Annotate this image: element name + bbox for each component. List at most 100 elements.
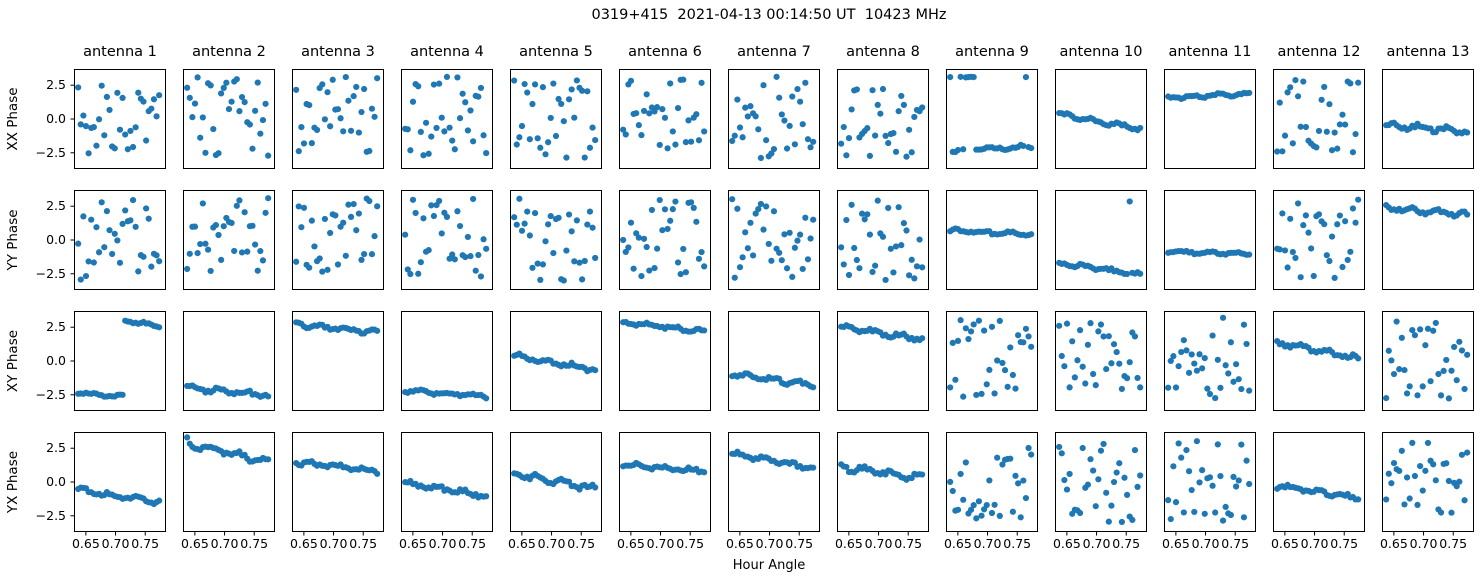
data-point	[957, 317, 964, 324]
data-point	[1212, 509, 1219, 516]
data-point	[659, 106, 666, 113]
data-point	[1217, 473, 1224, 480]
data-point	[80, 213, 87, 220]
data-point	[358, 256, 365, 263]
data-point	[415, 83, 422, 90]
data-point	[483, 150, 490, 157]
data-point	[1131, 333, 1139, 340]
data-point	[156, 497, 163, 504]
data-point	[361, 251, 368, 258]
data-point	[996, 512, 1003, 519]
data-point	[153, 252, 160, 259]
axes-frame	[1055, 432, 1147, 532]
data-point	[778, 111, 785, 118]
data-point	[682, 269, 689, 276]
data-point	[742, 104, 749, 111]
data-point	[874, 197, 881, 204]
data-point	[212, 221, 219, 229]
data-point	[1219, 314, 1227, 321]
data-point	[1388, 480, 1395, 487]
data-point	[949, 339, 956, 347]
y-tick-label: −2.5	[35, 386, 66, 402]
data-point	[791, 244, 798, 251]
data-point	[1124, 270, 1131, 278]
data-point	[459, 90, 466, 97]
data-point	[802, 79, 809, 86]
data-point	[1217, 384, 1224, 391]
data-point	[103, 208, 110, 215]
data-point	[518, 227, 526, 234]
data-point	[135, 268, 142, 275]
data-point	[1097, 321, 1105, 328]
data-point	[840, 261, 847, 268]
column-title-antenna-11: antenna 11	[1168, 44, 1252, 60]
data-point	[1204, 385, 1211, 392]
x-tick-label: 0.70	[646, 536, 675, 551]
data-point	[319, 268, 326, 275]
data-point	[1300, 222, 1307, 229]
data-point	[1058, 352, 1065, 360]
data-point	[1427, 378, 1434, 385]
data-point	[799, 265, 806, 273]
data-point	[954, 506, 962, 513]
data-point	[454, 208, 461, 215]
data-point	[1170, 353, 1177, 360]
data-point	[911, 275, 918, 282]
data-point	[1287, 215, 1294, 222]
data-point	[1025, 444, 1032, 452]
axes-frame	[837, 432, 929, 532]
data-point	[797, 98, 804, 105]
data-point	[1240, 321, 1248, 328]
data-point	[218, 90, 225, 97]
data-point	[916, 236, 923, 243]
data-point	[1087, 456, 1094, 463]
data-point	[1191, 508, 1198, 516]
data-point	[334, 261, 342, 268]
data-point	[417, 128, 424, 135]
data-point	[781, 231, 788, 238]
data-point	[638, 132, 645, 139]
data-point	[148, 105, 155, 112]
data-point	[646, 267, 653, 274]
data-point	[1214, 356, 1221, 363]
data-point	[1116, 360, 1123, 367]
data-point	[1056, 443, 1063, 451]
data-point	[194, 250, 201, 257]
axes-frame	[183, 69, 275, 169]
data-point	[1087, 320, 1094, 327]
data-point	[1458, 451, 1466, 458]
data-point	[757, 200, 764, 208]
data-point	[584, 221, 591, 228]
row-label-yy-phase: YY Phase	[5, 209, 21, 271]
data-point	[1240, 514, 1248, 521]
data-point	[749, 252, 757, 259]
data-point	[1396, 467, 1403, 475]
data-point	[1409, 439, 1416, 446]
data-point	[970, 502, 977, 509]
data-point	[1009, 508, 1016, 515]
data-point	[1227, 339, 1234, 346]
data-point	[669, 128, 676, 135]
data-point	[257, 247, 264, 255]
data-point	[332, 212, 339, 219]
data-point	[451, 146, 458, 153]
data-point	[879, 233, 887, 240]
data-point	[568, 86, 575, 93]
data-point	[874, 101, 881, 109]
data-point	[986, 477, 993, 484]
data-point	[236, 108, 243, 115]
data-point	[1297, 274, 1304, 281]
data-point	[1116, 460, 1123, 467]
data-point	[295, 203, 302, 210]
data-point	[1118, 385, 1125, 393]
data-point	[1074, 357, 1081, 364]
x-tick-label: 0.65	[1052, 536, 1081, 551]
data-point	[1383, 496, 1390, 503]
data-point	[1388, 357, 1395, 364]
data-point	[1103, 489, 1110, 496]
column-title-antenna-3: antenna 3	[301, 44, 375, 60]
subplot-yy-antenna-9	[946, 190, 1038, 290]
data-point	[1243, 340, 1250, 348]
subplot-xx-antenna-1	[70, 69, 166, 169]
data-point	[1225, 370, 1232, 377]
